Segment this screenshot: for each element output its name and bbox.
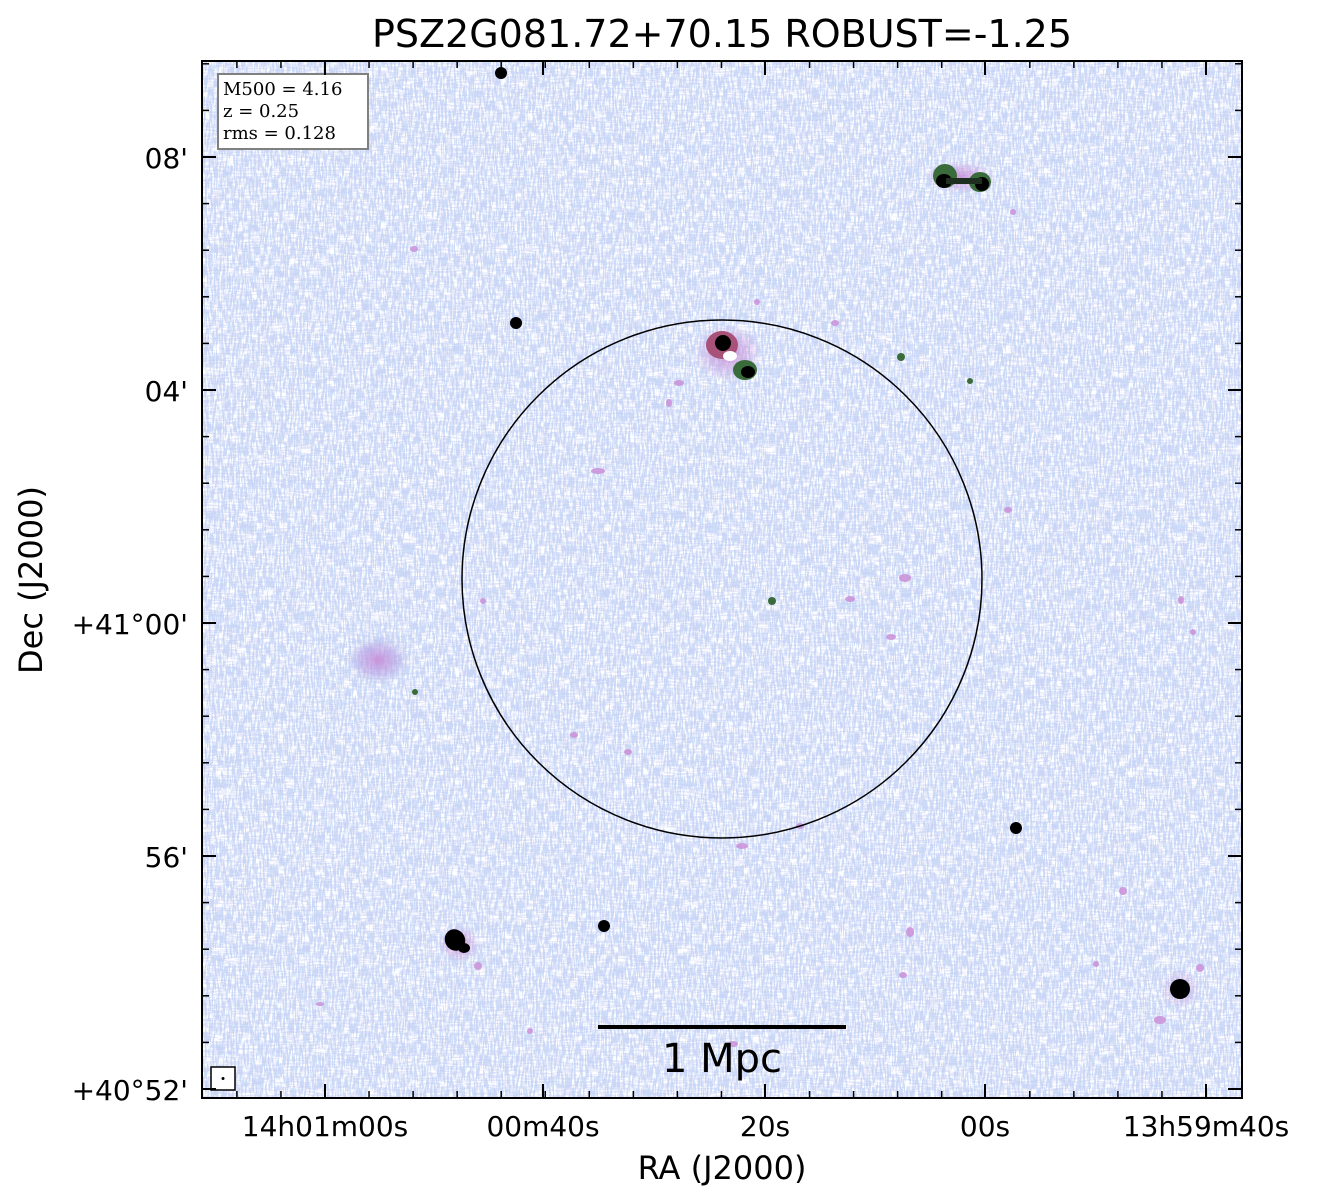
bright-source-bottom-right bbox=[1160, 969, 1200, 1009]
x-tick-label: 13h59m40s bbox=[1123, 1110, 1290, 1143]
x-tick-label: 00s bbox=[960, 1110, 1010, 1143]
image-panel: 1 Mpc M500 = 4.16 z = 0.25 rms = 0.128 bbox=[202, 61, 1242, 1098]
noise-texture-secondary bbox=[202, 61, 1242, 1098]
info-redshift: z = 0.25 bbox=[223, 101, 299, 122]
scale-bar-label: 1 Mpc bbox=[662, 1036, 782, 1082]
info-mass: M500 = 4.16 bbox=[223, 79, 342, 100]
x-tick-label: 00m40s bbox=[486, 1110, 599, 1143]
info-box: M500 = 4.16 z = 0.25 rms = 0.128 bbox=[217, 73, 369, 150]
y-axis-label: Dec (J2000) bbox=[12, 486, 50, 674]
y-tick-labels: 08' 04' +41°00' 56' +40°52' bbox=[72, 142, 188, 1107]
y-tick-label: 04' bbox=[145, 375, 188, 408]
compact-sources bbox=[412, 67, 1022, 932]
y-tick-label: 56' bbox=[145, 841, 188, 874]
y-tick-label: +41°00' bbox=[72, 608, 188, 641]
chart-title: PSZ2G081.72+70.15 ROBUST=-1.25 bbox=[372, 12, 1072, 56]
extended-source-cluster-center bbox=[694, 325, 762, 381]
extended-source-bottom-left bbox=[439, 926, 479, 962]
faint-sources bbox=[316, 209, 1204, 1047]
beam-ellipse bbox=[221, 1077, 225, 1080]
axis-ticks bbox=[202, 61, 1242, 1098]
y-tick-label: +40°52' bbox=[72, 1074, 188, 1107]
diffuse-emission-source bbox=[344, 634, 412, 686]
r500-circle bbox=[461, 319, 983, 839]
extended-source-top-right bbox=[926, 161, 994, 193]
x-axis-label: RA (J2000) bbox=[638, 1149, 807, 1187]
info-rms: rms = 0.128 bbox=[223, 123, 336, 144]
x-tick-labels: 14h01m00s 00m40s 20s 00s 13h59m40s bbox=[242, 1110, 1290, 1143]
x-tick-label: 14h01m00s bbox=[242, 1110, 409, 1143]
y-tick-label: 08' bbox=[145, 142, 188, 175]
x-tick-label: 20s bbox=[740, 1110, 790, 1143]
